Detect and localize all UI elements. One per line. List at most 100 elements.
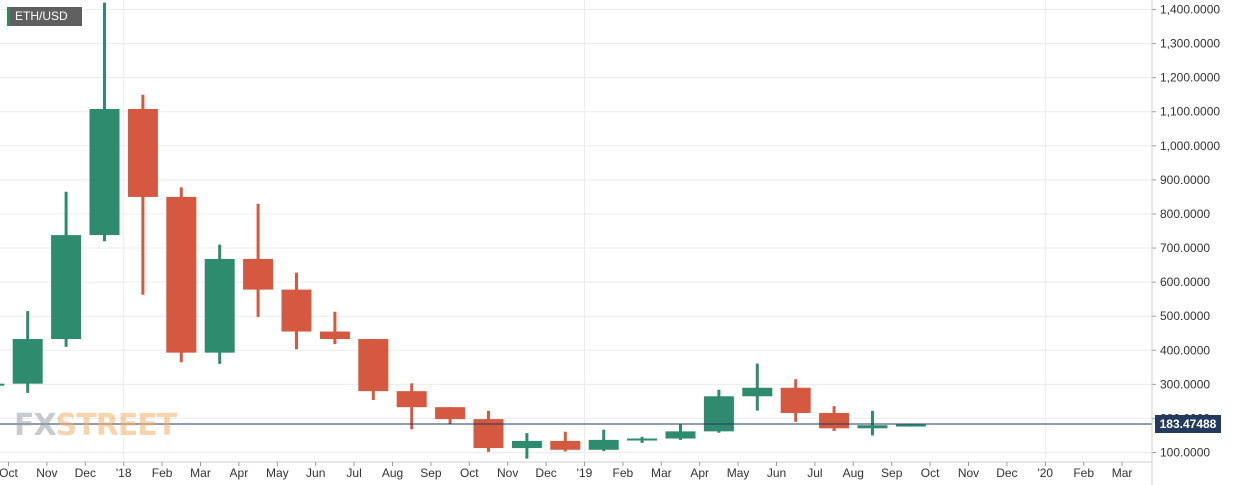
x-tick-label: '20 (1037, 466, 1053, 480)
x-tick-label: May (266, 466, 289, 480)
x-tick-label: Dec (535, 466, 556, 480)
candle (435, 407, 466, 424)
candle (703, 389, 734, 433)
x-tick-label: Mar (651, 466, 672, 480)
x-tick-label: Jul (346, 466, 361, 480)
symbol-badge[interactable]: ETH/USD (7, 7, 82, 26)
candles (0, 2, 926, 459)
candle (204, 244, 235, 364)
candle-body (780, 387, 811, 413)
candle (588, 429, 619, 452)
candle-body (703, 396, 734, 432)
candle-body (204, 258, 235, 353)
candle (51, 191, 82, 347)
x-tick-label: '18 (116, 466, 132, 480)
candle-body (742, 387, 773, 397)
y-tick-label: 100.0000 (1160, 446, 1210, 460)
candle-body (435, 407, 466, 420)
candle (857, 410, 888, 436)
candle-body (857, 425, 888, 429)
y-tick-label: 400.0000 (1160, 343, 1210, 357)
x-tick-label: Dec (75, 466, 96, 480)
x-tick-label: Feb (152, 466, 173, 480)
y-tick-label: 600.0000 (1160, 275, 1210, 289)
x-tick-label: Apr (230, 466, 249, 480)
candle-body (51, 235, 82, 340)
logo-fx-text: FX (14, 408, 57, 443)
last-price-tag: 183.47488 (1155, 415, 1221, 433)
candle-body (511, 440, 542, 449)
x-tick-label: Dec (996, 466, 1017, 480)
y-axis: 100.0000200.0000300.0000400.0000500.0000… (1151, 0, 1220, 485)
x-tick-label: Apr (690, 466, 709, 480)
y-tick-label: 900.0000 (1160, 173, 1210, 187)
x-tick-label: Sep (881, 466, 903, 480)
candle (396, 383, 427, 430)
candle-body (588, 439, 619, 450)
y-tick-label: 1,100.0000 (1160, 105, 1220, 119)
candle (473, 410, 504, 452)
fxstreet-logo: FXSTREET (14, 408, 178, 443)
x-tick-label: Aug (382, 466, 403, 480)
candle-body (895, 424, 926, 427)
candle-body (0, 383, 5, 386)
x-tick-label: Nov (36, 466, 57, 480)
y-tick-label: 300.0000 (1160, 377, 1210, 391)
x-tick-label: Mar (190, 466, 211, 480)
logo-street-text: STREET (55, 408, 178, 443)
x-tick-label: Feb (613, 466, 634, 480)
candle (665, 423, 696, 440)
x-tick-label: Nov (958, 466, 979, 480)
y-tick-label: 1,300.0000 (1160, 37, 1220, 51)
candle (89, 2, 120, 242)
x-tick-label: Jun (767, 466, 786, 480)
x-tick-label: '19 (577, 466, 593, 480)
x-tick-label: Nov (497, 466, 518, 480)
x-tick-label: Oct (921, 466, 940, 480)
candle-body (281, 289, 312, 332)
candle (511, 433, 542, 459)
candle (819, 406, 850, 432)
candle (319, 311, 350, 345)
x-tick-label: May (727, 466, 750, 480)
y-tick-label: 1,000.0000 (1160, 139, 1220, 153)
candle-body (89, 109, 120, 236)
candle-body (665, 431, 696, 439)
candle (550, 431, 581, 452)
candle-body (473, 419, 504, 449)
y-tick-label: 1,200.0000 (1160, 71, 1220, 85)
candle (166, 187, 197, 363)
candle (742, 363, 773, 411)
y-tick-label: 1,400.0000 (1160, 3, 1220, 17)
y-tick-label: 500.0000 (1160, 309, 1210, 323)
candle-body (627, 438, 658, 441)
candle (627, 436, 658, 443)
candle-body (358, 339, 389, 392)
x-tick-label: Jul (807, 466, 822, 480)
x-tick-label: Jun (306, 466, 325, 480)
candle (281, 272, 312, 350)
x-tick-label: Aug (843, 466, 864, 480)
x-axis: Oct Nov Dec '18 Feb Mar Apr May Jun Jul Aug Sep Oct N… (0, 461, 1152, 480)
candle (12, 311, 43, 393)
candle (0, 383, 5, 386)
x-tick-label: Oct (0, 466, 18, 480)
x-tick-label: Sep (420, 466, 442, 480)
candle-body (12, 339, 43, 384)
candle-body (550, 440, 581, 450)
candle-body (127, 109, 158, 197)
x-tick-label: Feb (1073, 466, 1094, 480)
candle-body (396, 391, 427, 408)
candle (780, 379, 811, 422)
candle-body (319, 331, 350, 340)
candle (358, 339, 389, 401)
x-tick-label: Mar (1112, 466, 1133, 480)
candle-body (243, 258, 274, 290)
y-tick-label: 800.0000 (1160, 207, 1210, 221)
x-tick-label: Oct (460, 466, 479, 480)
candle (127, 94, 158, 295)
candle (243, 203, 274, 317)
candle-body (166, 196, 197, 353)
candle-body (819, 412, 850, 429)
